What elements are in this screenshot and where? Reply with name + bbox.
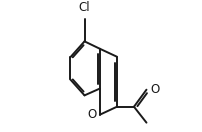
Text: O: O [87,108,96,121]
Text: Cl: Cl [79,1,90,14]
Text: O: O [150,83,159,96]
